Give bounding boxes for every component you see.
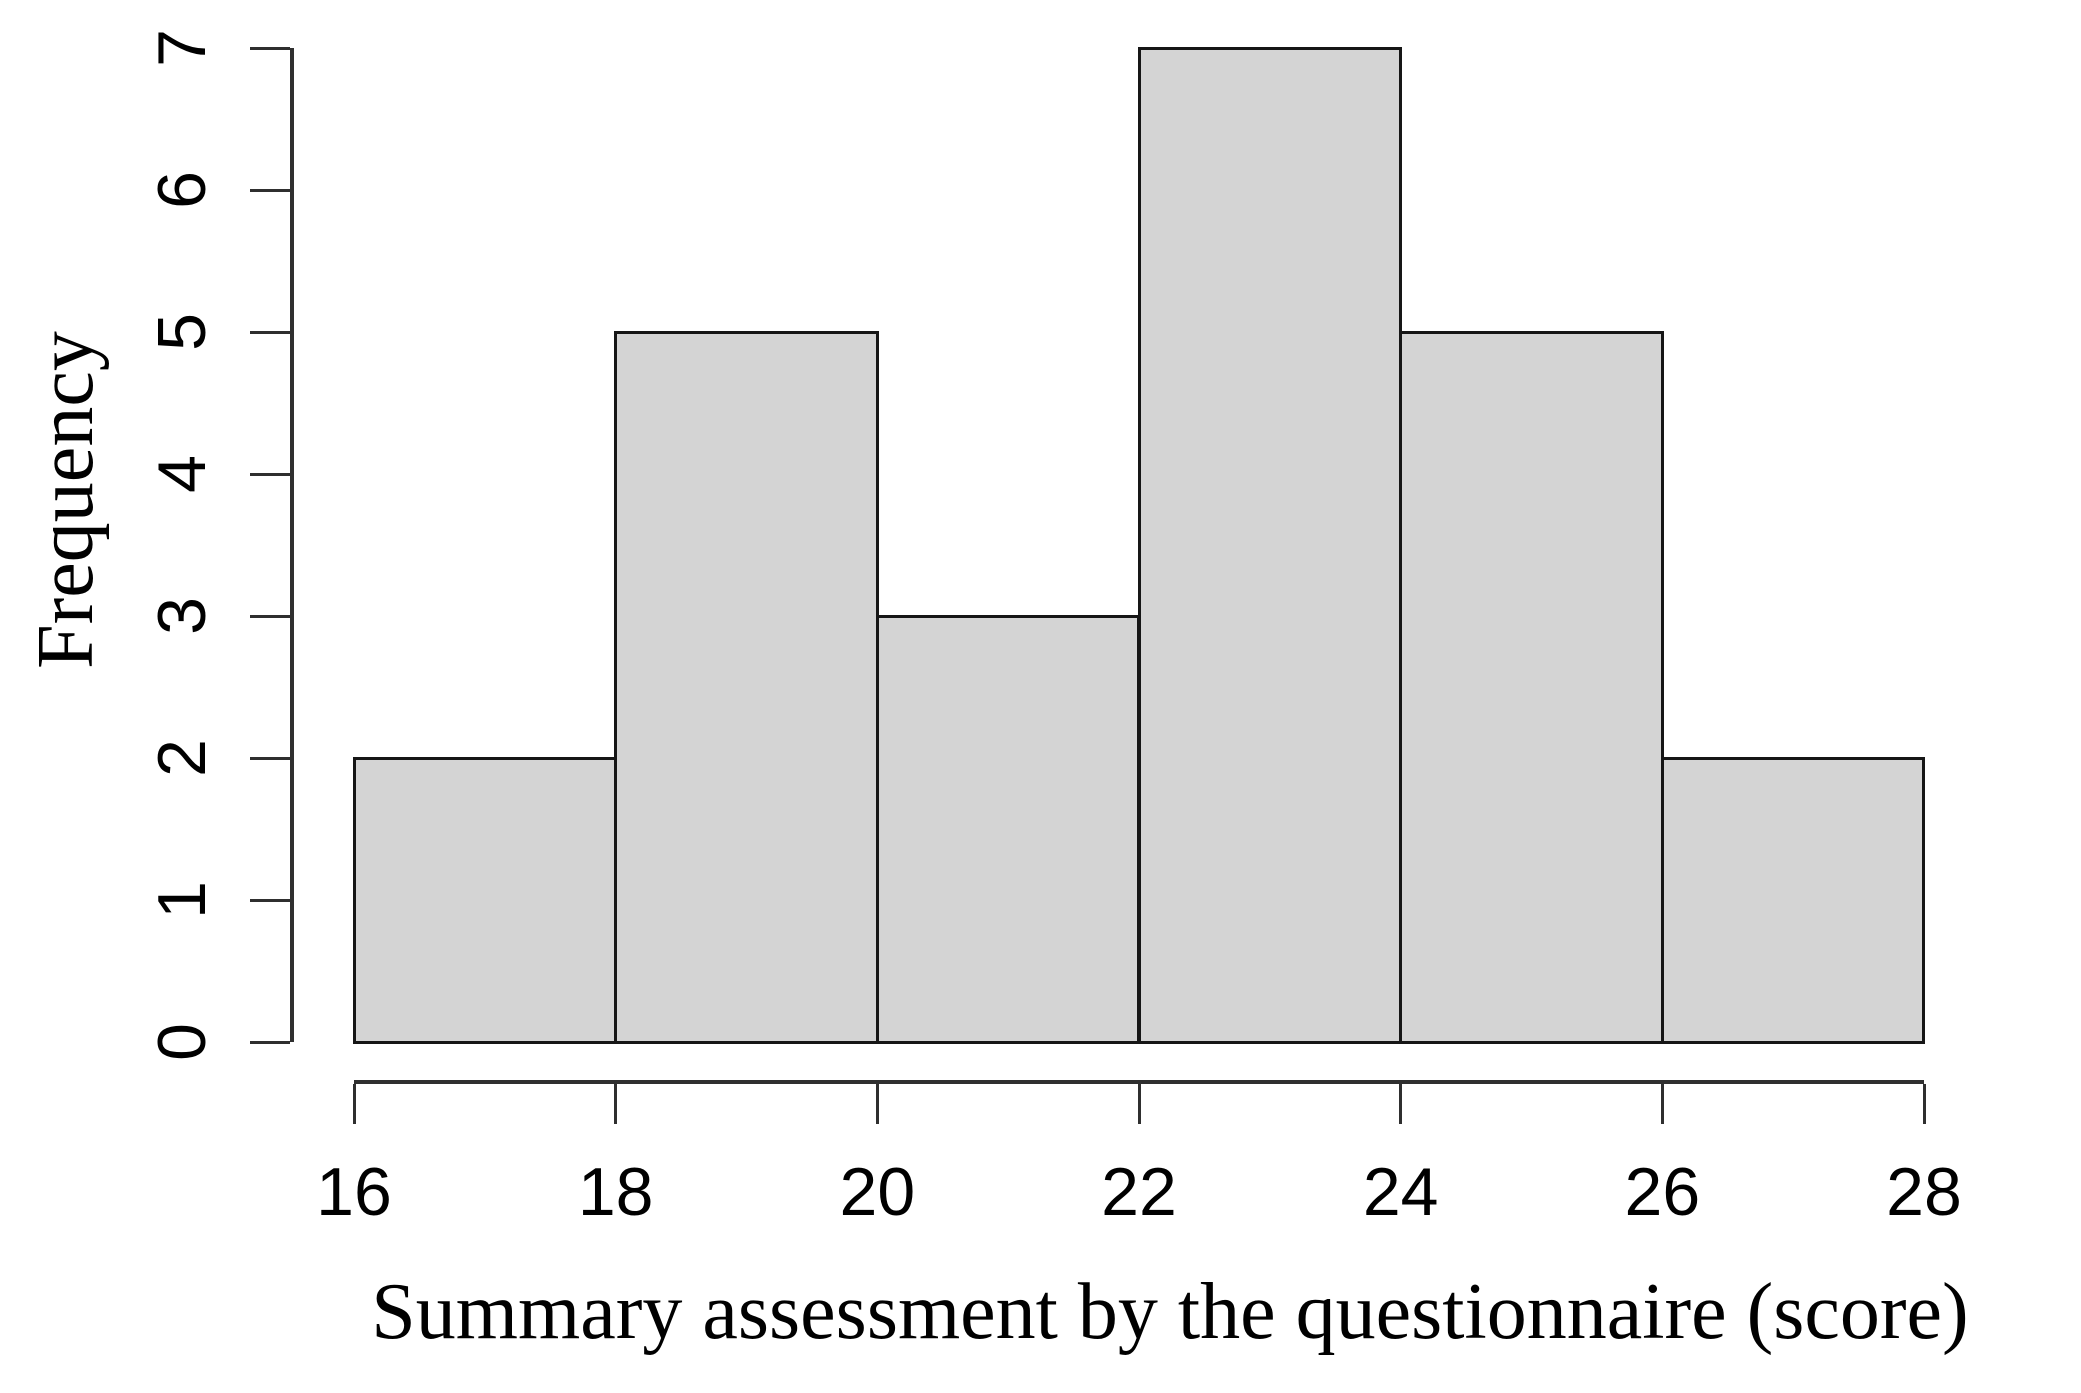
x-tick-label: 20 bbox=[839, 1154, 916, 1230]
y-tick-label: 4 bbox=[144, 455, 220, 493]
y-tick bbox=[249, 472, 290, 476]
x-tick bbox=[1399, 1084, 1403, 1124]
x-tick bbox=[875, 1084, 879, 1124]
x-tick-label: 18 bbox=[577, 1154, 654, 1230]
y-tick bbox=[249, 330, 290, 334]
y-tick bbox=[249, 188, 290, 192]
y-tick-label: 3 bbox=[144, 597, 220, 635]
histogram-bar bbox=[1660, 756, 1926, 1044]
x-tick-label: 26 bbox=[1624, 1154, 1701, 1230]
y-tick-label: 6 bbox=[144, 171, 220, 209]
x-axis-line bbox=[354, 1080, 1924, 1084]
histogram-bar bbox=[1137, 46, 1403, 1044]
y-axis-line bbox=[289, 48, 294, 1042]
x-tick bbox=[1660, 1084, 1664, 1124]
y-tick-label: 5 bbox=[144, 313, 220, 351]
x-tick bbox=[1922, 1084, 1926, 1124]
histogram-bar bbox=[614, 330, 879, 1044]
histogram-bar bbox=[352, 756, 618, 1044]
x-axis-title: Summary assessment by the questionnaire … bbox=[371, 1268, 1969, 1356]
x-tick-label: 28 bbox=[1886, 1154, 1962, 1230]
histogram-bar bbox=[875, 614, 1141, 1044]
y-tick-label: 1 bbox=[144, 881, 220, 919]
y-axis-title: Frequency bbox=[22, 331, 110, 669]
x-tick-label: 16 bbox=[316, 1154, 392, 1230]
x-tick-label: 24 bbox=[1362, 1154, 1439, 1230]
y-tick bbox=[249, 898, 290, 902]
y-tick bbox=[249, 46, 290, 50]
x-tick bbox=[352, 1084, 356, 1124]
histogram-bar bbox=[1399, 330, 1664, 1044]
x-tick-label: 22 bbox=[1101, 1154, 1177, 1230]
y-tick bbox=[249, 1040, 290, 1044]
y-tick bbox=[249, 614, 290, 618]
y-tick-label: 7 bbox=[144, 29, 220, 67]
y-tick bbox=[249, 756, 290, 760]
y-tick-label: 0 bbox=[144, 1023, 220, 1061]
x-tick bbox=[1137, 1084, 1141, 1124]
y-tick-label: 2 bbox=[144, 739, 220, 777]
x-tick bbox=[614, 1084, 618, 1124]
